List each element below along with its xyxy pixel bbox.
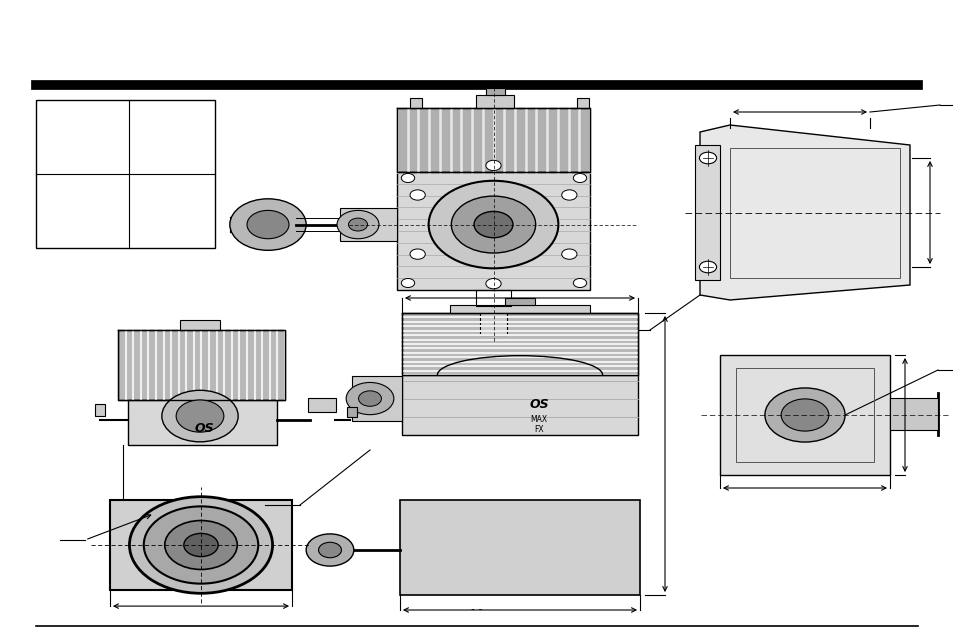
Bar <box>735 368 873 462</box>
Bar <box>485 88 504 95</box>
Bar <box>450 305 589 313</box>
Bar <box>95 404 105 416</box>
Bar <box>339 209 396 241</box>
Circle shape <box>561 249 577 260</box>
Circle shape <box>573 173 586 182</box>
Circle shape <box>336 211 378 239</box>
Circle shape <box>561 190 577 200</box>
Circle shape <box>358 391 381 406</box>
Circle shape <box>318 542 341 558</box>
Bar <box>410 98 421 108</box>
Circle shape <box>474 211 513 238</box>
Bar <box>352 376 401 421</box>
Polygon shape <box>700 125 909 300</box>
Circle shape <box>230 199 306 251</box>
Bar <box>399 500 639 595</box>
Bar <box>396 108 589 172</box>
Bar <box>720 355 889 475</box>
Bar <box>695 145 720 280</box>
Bar <box>308 398 335 412</box>
Circle shape <box>144 506 258 583</box>
Circle shape <box>410 249 425 260</box>
Bar <box>401 375 638 435</box>
Bar <box>396 172 589 290</box>
Circle shape <box>410 190 425 200</box>
Circle shape <box>428 181 558 269</box>
Circle shape <box>485 278 500 289</box>
Bar <box>128 400 276 445</box>
Circle shape <box>165 520 237 569</box>
Bar <box>476 95 514 108</box>
Circle shape <box>346 383 394 415</box>
Circle shape <box>247 211 289 239</box>
Circle shape <box>764 388 844 442</box>
Circle shape <box>401 173 415 182</box>
Bar <box>729 148 899 278</box>
Circle shape <box>401 278 415 287</box>
Bar <box>180 320 220 330</box>
Circle shape <box>184 533 218 556</box>
Circle shape <box>699 261 716 273</box>
Circle shape <box>573 278 586 287</box>
Bar <box>401 313 638 375</box>
Circle shape <box>781 399 828 431</box>
Bar <box>577 98 588 108</box>
Circle shape <box>699 152 716 164</box>
Bar <box>479 306 507 335</box>
Text: OS: OS <box>194 422 214 435</box>
Bar <box>504 298 535 305</box>
Text: FX: FX <box>534 425 543 434</box>
Circle shape <box>451 196 535 253</box>
Text: MAX: MAX <box>530 415 547 424</box>
Circle shape <box>162 390 238 442</box>
Circle shape <box>306 534 354 566</box>
Text: OS: OS <box>529 399 548 412</box>
Circle shape <box>348 218 367 231</box>
Text: - -: - - <box>471 603 482 614</box>
Bar <box>347 407 356 417</box>
Circle shape <box>130 497 273 593</box>
Bar <box>36 100 214 248</box>
Bar <box>118 330 285 400</box>
Bar <box>889 398 937 430</box>
Circle shape <box>485 160 500 171</box>
Bar <box>110 500 292 590</box>
Circle shape <box>176 400 224 432</box>
